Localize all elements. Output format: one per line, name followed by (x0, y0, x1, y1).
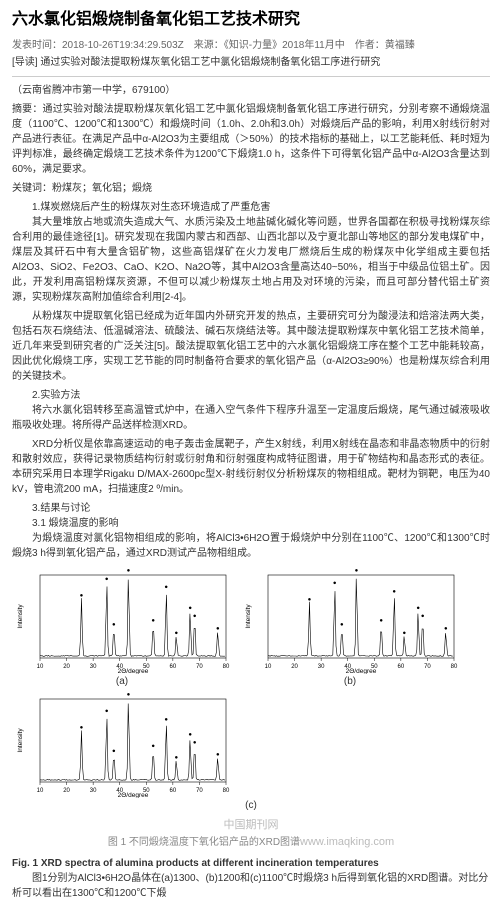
svg-text:●: ● (379, 618, 383, 624)
section-1-head: 1.煤炭燃烧后产生的粉煤灰对生态环境造成了严重危害 (12, 200, 490, 215)
svg-text:●: ● (151, 618, 155, 624)
svg-text:●: ● (355, 569, 359, 574)
svg-text:30: 30 (318, 664, 325, 670)
svg-text:20: 20 (291, 664, 298, 670)
chart-c-box: ●●●●●●●●●●10203040506070802Θ/degreeInten… (12, 693, 490, 813)
watermark-2: www.imaqking.com (300, 836, 394, 848)
svg-text:●: ● (444, 626, 448, 632)
svg-text:Intensity: Intensity (17, 604, 24, 629)
chart-a: ●●●●●●●●●●10203040506070802Θ/degreeInten… (12, 569, 232, 674)
charts-row-1: ●●●●●●●●●●10203040506070802Θ/degreeInten… (12, 569, 490, 689)
svg-text:●: ● (127, 569, 131, 574)
svg-text:●: ● (402, 630, 406, 636)
svg-text:70: 70 (424, 664, 431, 670)
svg-text:●: ● (80, 725, 84, 731)
article-title: 六水氯化铝煅烧制备氧化铝工艺技术研究 (12, 8, 490, 32)
trailing-text: 图1分别为AlCl3•6H2O晶体在(a)1300、(b)1200和(c)110… (12, 871, 490, 901)
svg-text:60: 60 (170, 664, 177, 670)
svg-text:10: 10 (37, 664, 44, 670)
publish-meta: 发表时间：2018-10-26T19:34:29.503Z 来源：《知识-力量》… (12, 38, 490, 53)
figcap-cn-text: 图 1 不同煅烧温度下氧化铝产品的XRD图谱 (108, 837, 300, 848)
svg-text:●: ● (105, 709, 109, 715)
svg-text:●: ● (193, 614, 197, 620)
chart-c: ●●●●●●●●●●10203040506070802Θ/degreeInten… (12, 693, 232, 798)
chart-c-label: (c) (12, 798, 490, 813)
svg-text:●: ● (308, 597, 312, 603)
svg-text:●: ● (174, 630, 178, 636)
section-2-body2: XRD分析仪是依靠高速运动的电子轰击金属靶子，产生X射线，利用X射线在晶态和非晶… (12, 437, 490, 497)
svg-text:●: ● (112, 622, 116, 628)
svg-text:60: 60 (398, 664, 405, 670)
keywords-body: 粉煤灰；氧化铝；煅烧 (52, 183, 152, 194)
section-2-head: 2.实验方法 (12, 388, 490, 403)
svg-text:●: ● (340, 622, 344, 628)
keywords-label: 关键词： (12, 183, 52, 194)
svg-text:20: 20 (63, 788, 70, 794)
svg-text:10: 10 (265, 664, 272, 670)
svg-text:●: ● (416, 605, 420, 611)
svg-text:●: ● (127, 693, 131, 698)
svg-text:●: ● (151, 743, 155, 749)
svg-text:80: 80 (223, 788, 230, 794)
svg-text:30: 30 (90, 664, 97, 670)
divider (12, 76, 490, 77)
svg-text:Intensity: Intensity (245, 604, 252, 629)
figure-caption-cn: 中国期刊网 图 1 不同煅烧温度下氧化铝产品的XRD图谱www.imaqking… (12, 817, 490, 850)
keywords: 关键词：粉煤灰；氧化铝；煅烧 (12, 181, 490, 196)
svg-text:●: ● (392, 589, 396, 595)
section-3-1-body: 为煅烧温度对氯化铝物相组成的影响，将AlCl3•6H2O置于煅烧炉中分别在110… (12, 531, 490, 561)
svg-text:●: ● (105, 576, 109, 582)
lead-line: [导读] 通过实验对酸法提取粉煤灰氧化铝工艺中氯化铝煅烧制备氧化铝工序进行研究 (12, 55, 490, 70)
svg-text:●: ● (188, 605, 192, 611)
abstract-body: 通过实验对酸法提取粉煤灰氧化铝工艺中氯化铝煅烧制备氧化铝工序进行研究，分别考察不… (12, 104, 490, 175)
chart-b-box: ●●●●●●●●●●10203040506070802Θ/degreeInten… (240, 569, 460, 689)
svg-text:80: 80 (451, 664, 458, 670)
section-1-body2: 从粉煤灰中提取氧化铝已经成为近年国内外研究开发的热点，主要研究可分为酸浸法和焙溶… (12, 309, 490, 384)
chart-a-label: (a) (12, 674, 232, 689)
section-1-body: 其大量堆放占地或流失造成大气、水质污染及土地盐碱化碱化等问题，世界各国都在积极寻… (12, 215, 490, 305)
chart-b-label: (b) (240, 674, 460, 689)
chart-a-box: ●●●●●●●●●●10203040506070802Θ/degreeInten… (12, 569, 232, 689)
svg-text:●: ● (164, 717, 168, 723)
svg-text:70: 70 (196, 664, 203, 670)
svg-text:Intensity: Intensity (17, 728, 24, 753)
svg-text:●: ● (333, 580, 337, 586)
figure-caption-en: Fig. 1 XRD spectra of alumina products a… (12, 856, 490, 871)
svg-text:●: ● (80, 593, 84, 599)
svg-text:●: ● (112, 748, 116, 754)
svg-text:●: ● (174, 755, 178, 761)
abstract-label: 摘要： (12, 104, 43, 115)
svg-text:20: 20 (63, 664, 70, 670)
abstract: 摘要：通过实验对酸法提取粉煤灰氧化铝工艺中氯化铝煅烧制备氧化铝工序进行研究，分别… (12, 102, 490, 177)
affiliation: （云南省腾冲市第一中学，679100） (12, 83, 490, 98)
svg-text:●: ● (216, 626, 220, 632)
svg-text:●: ● (188, 732, 192, 738)
section-3-1-head: 3.1 煅烧温度的影响 (12, 516, 490, 531)
section-3-head: 3.结果与讨论 (12, 501, 490, 516)
svg-text:●: ● (216, 752, 220, 758)
section-2-body: 将六水氯化铝转移至高温管式炉中，在通入空气条件下程序升温至一定温度后煅烧，尾气通… (12, 403, 490, 433)
svg-text:60: 60 (170, 788, 177, 794)
watermark-1: 中国期刊网 (224, 819, 279, 831)
svg-text:70: 70 (196, 788, 203, 794)
svg-text:10: 10 (37, 788, 44, 794)
svg-text:●: ● (164, 585, 168, 591)
svg-text:30: 30 (90, 788, 97, 794)
chart-b: ●●●●●●●●●●10203040506070802Θ/degreeInten… (240, 569, 460, 674)
svg-text:●: ● (193, 740, 197, 746)
svg-text:●: ● (421, 614, 425, 620)
svg-text:80: 80 (223, 664, 230, 670)
svg-text:2Θ/degree: 2Θ/degree (118, 792, 149, 798)
